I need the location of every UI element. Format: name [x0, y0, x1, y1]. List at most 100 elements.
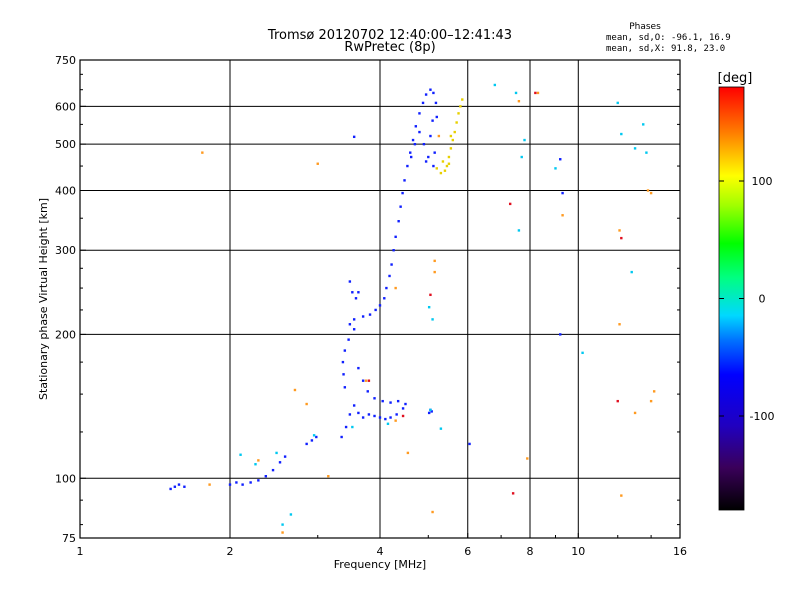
data-point	[348, 323, 352, 326]
data-point	[431, 318, 434, 321]
data-point	[305, 442, 308, 446]
data-point	[432, 91, 435, 95]
data-point	[381, 399, 384, 403]
data-point	[351, 425, 354, 429]
data-point	[435, 115, 438, 119]
x-tick-label: 1	[77, 545, 84, 558]
data-point	[343, 349, 347, 352]
data-point	[388, 274, 391, 278]
data-point	[404, 402, 407, 406]
data-point	[433, 151, 436, 154]
data-point	[554, 167, 557, 170]
data-point	[424, 160, 428, 163]
data-point	[394, 286, 397, 290]
data-point	[344, 425, 348, 429]
data-point	[394, 235, 397, 239]
data-point	[652, 390, 656, 393]
data-point	[439, 427, 443, 430]
data-point	[432, 164, 435, 168]
data-point	[427, 411, 431, 415]
data-point	[427, 155, 430, 159]
data-point	[367, 379, 371, 382]
data-point	[357, 291, 360, 294]
data-point	[348, 413, 352, 416]
data-point	[293, 388, 297, 392]
data-point	[618, 229, 621, 232]
data-point	[281, 531, 284, 534]
data-point	[534, 91, 537, 95]
data-point	[361, 416, 365, 419]
data-point	[461, 98, 464, 101]
data-point	[630, 270, 633, 274]
data-point	[399, 205, 402, 208]
x-tick-label: 10	[571, 545, 585, 558]
data-point	[449, 147, 453, 150]
data-point	[352, 404, 356, 407]
data-point	[275, 451, 278, 455]
data-point	[373, 414, 376, 418]
data-point	[447, 155, 451, 159]
data-point	[347, 338, 350, 341]
data-point	[249, 481, 252, 484]
colorbar-tick-label: 0	[759, 293, 766, 306]
data-point	[620, 132, 623, 136]
colorbar-tick-label: -100	[750, 410, 775, 423]
data-point	[201, 151, 204, 154]
data-point	[394, 419, 397, 422]
y-tick-label: 75	[62, 532, 76, 545]
data-point	[342, 373, 345, 376]
data-point	[642, 123, 645, 126]
data-point	[517, 229, 521, 232]
colorbar-ticks: -100 0 100	[719, 175, 774, 423]
data-point	[424, 93, 428, 96]
data-point	[315, 435, 318, 439]
data-point	[422, 142, 426, 146]
data-point	[429, 293, 432, 297]
data-point	[437, 134, 441, 138]
data-point	[278, 461, 282, 464]
data-point	[351, 291, 354, 294]
x-tick-label: 16	[673, 545, 687, 558]
y-tick-label: 500	[55, 138, 76, 151]
data-point	[620, 236, 623, 240]
data-point	[366, 390, 369, 393]
y-tick-label: 100	[55, 472, 76, 485]
data-point	[343, 386, 347, 389]
data-point	[364, 379, 368, 382]
data-point	[455, 121, 458, 124]
data-point	[418, 112, 421, 115]
x-tick-label: 8	[527, 545, 534, 558]
colorbar-label: [deg]	[718, 71, 753, 86]
y-tick-label: 750	[55, 54, 76, 67]
phases-title: Phases	[629, 22, 661, 32]
y-axis-label: Stationary phase Virtual Height [km]	[37, 198, 50, 400]
data-point	[169, 487, 172, 491]
data-point	[453, 130, 456, 134]
data-point	[431, 510, 434, 514]
data-point	[341, 360, 345, 364]
x-tick-label: 2	[227, 545, 234, 558]
data-point	[457, 112, 460, 115]
data-point	[239, 453, 242, 456]
axis-ticks: 1 2 4 6 8 10 16 75 100 200 300 400 500 600 750	[55, 54, 687, 558]
data-point	[367, 413, 371, 416]
data-point	[327, 475, 330, 478]
data-point	[396, 399, 400, 403]
data-point	[421, 101, 425, 105]
data-point	[208, 483, 211, 486]
y-tick-label: 200	[55, 328, 76, 341]
data-point	[429, 134, 432, 138]
data-point	[361, 315, 365, 318]
data-point	[559, 333, 562, 336]
data-point	[517, 99, 521, 103]
data-point	[493, 83, 497, 87]
data-point	[173, 485, 177, 488]
data-point	[434, 101, 438, 105]
data-point	[352, 318, 356, 321]
data-point	[433, 270, 436, 274]
data-point	[561, 191, 564, 195]
data-point	[536, 91, 540, 95]
data-point	[352, 135, 356, 139]
data-point	[241, 483, 244, 486]
